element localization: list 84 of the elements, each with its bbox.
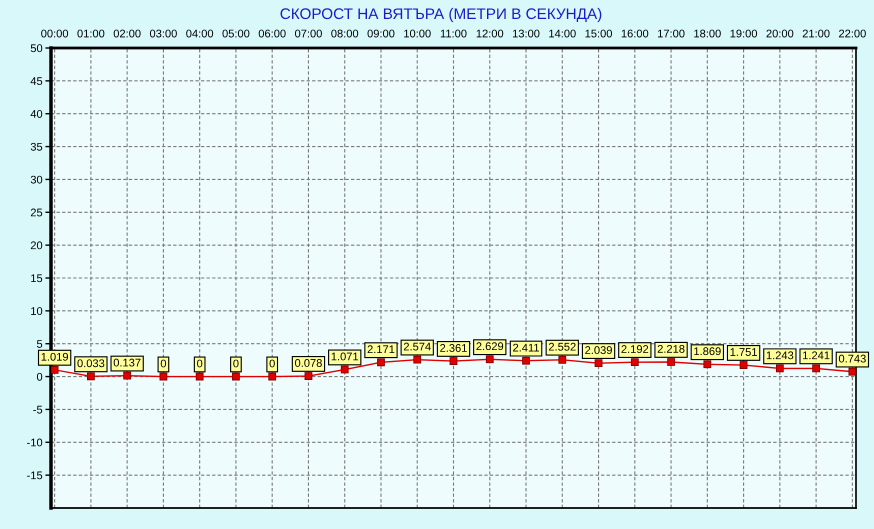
data-label: 1.071 [332, 352, 358, 360]
point [630, 358, 639, 366]
x-tick-label: 07:00 [294, 30, 322, 38]
point [848, 368, 856, 376]
x-tick-label: 16:00 [622, 30, 648, 38]
x-tick-label: 08:00 [331, 30, 358, 38]
point [377, 358, 385, 366]
x-tick-label: 14:00 [549, 30, 576, 38]
data-label: 2.411 [513, 344, 539, 352]
data-label: 1.751 [730, 348, 757, 356]
x-tick-label: 00:00 [41, 30, 68, 38]
point [340, 366, 349, 374]
x-tick-label: 05:00 [222, 30, 250, 38]
point [232, 372, 240, 380]
point [703, 360, 712, 368]
chart-title: СКОРОСТ НА ВЯТЪРА (МЕТРИ В СЕКУНДА) [280, 8, 602, 22]
point [667, 358, 675, 366]
x-tick-label: 20:00 [766, 30, 794, 38]
data-label: 2.171 [368, 345, 394, 354]
x-tick-label: 12:00 [476, 30, 504, 38]
y-tick-label: 0 [36, 372, 42, 381]
x-tick-label: 01:00 [77, 30, 104, 38]
point [740, 361, 748, 369]
data-label: 0 [233, 360, 239, 368]
point [86, 372, 95, 380]
x-tick-label: 06:00 [258, 30, 286, 38]
data-label: 1.019 [42, 352, 68, 361]
y-tick-label: 20 [30, 241, 42, 250]
data-label: 2.218 [658, 344, 684, 353]
data-label: 1.243 [766, 351, 794, 360]
y-tick-label: 35 [30, 142, 42, 151]
data-label: 0 [270, 360, 275, 368]
point [51, 366, 59, 374]
data-label: 2.192 [621, 345, 648, 354]
data-label: 2.574 [404, 342, 431, 351]
data-label: 2.039 [585, 346, 612, 354]
y-tick-label: -15 [27, 472, 42, 480]
point [558, 356, 566, 364]
data-label: 0.033 [77, 359, 104, 368]
data-label: 1.869 [694, 347, 721, 356]
point [304, 372, 312, 380]
data-label: 0 [197, 360, 202, 368]
x-tick-label: 18:00 [694, 30, 721, 38]
y-tick-label: -5 [33, 406, 42, 414]
y-tick-label: 30 [30, 176, 42, 184]
data-label: 2.552 [548, 342, 576, 351]
y-tick-label: 25 [30, 208, 42, 216]
data-label: 1.241 [803, 351, 830, 360]
x-tick-label: 02:00 [114, 30, 141, 38]
data-label: 0.743 [838, 354, 866, 363]
x-tick-label: 10:00 [404, 30, 431, 38]
point [196, 372, 204, 380]
x-tick-label: 21:00 [802, 30, 830, 38]
y-tick-label: 15 [31, 274, 42, 282]
data-label: 2.629 [476, 342, 504, 350]
point [450, 357, 458, 365]
x-tick-label: 13:00 [512, 30, 540, 38]
y-tick-label: 45 [30, 77, 42, 85]
point [776, 364, 784, 372]
y-tick-label: 50 [30, 44, 42, 52]
point [123, 372, 132, 380]
x-tick-label: 11:00 [440, 30, 467, 38]
x-tick-label: 09:00 [368, 30, 394, 38]
point [522, 356, 530, 365]
point [413, 356, 422, 364]
x-tick-label: 15:00 [585, 30, 612, 38]
y-tick-label: 5 [36, 340, 42, 348]
x-tick-label: 19:00 [730, 30, 758, 38]
data-label: 0.078 [294, 359, 322, 367]
data-label: 0 [160, 360, 166, 368]
x-tick-label: 03:00 [150, 30, 177, 38]
point [594, 359, 602, 368]
data-label: 0.137 [114, 358, 140, 367]
data-label: 2.361 [440, 344, 467, 352]
y-tick-label: 10 [31, 307, 42, 315]
y-tick-label: -10 [27, 438, 42, 446]
point [812, 364, 820, 372]
point [486, 355, 494, 364]
x-tick-label: 17:00 [658, 30, 685, 38]
point [160, 372, 168, 380]
x-tick-label: 22:00 [839, 30, 866, 38]
point [268, 372, 276, 380]
y-tick-label: 40 [30, 110, 42, 118]
x-tick-label: 04:00 [186, 30, 214, 38]
